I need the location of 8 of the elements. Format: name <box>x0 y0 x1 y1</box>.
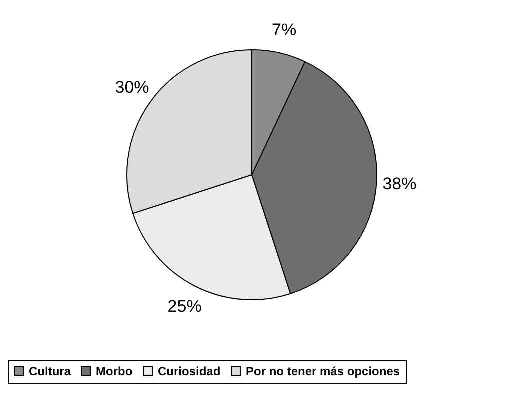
data-label: 7% <box>272 20 297 40</box>
legend-label: Morbo <box>96 364 133 378</box>
legend-label: Cultura <box>29 364 72 378</box>
data-label: 38% <box>382 174 417 194</box>
legend-label: Por no tener más opciones <box>246 364 400 378</box>
data-label: 25% <box>168 296 202 316</box>
data-label: 30% <box>115 78 150 98</box>
legend-label: Curiosidad <box>158 364 221 378</box>
